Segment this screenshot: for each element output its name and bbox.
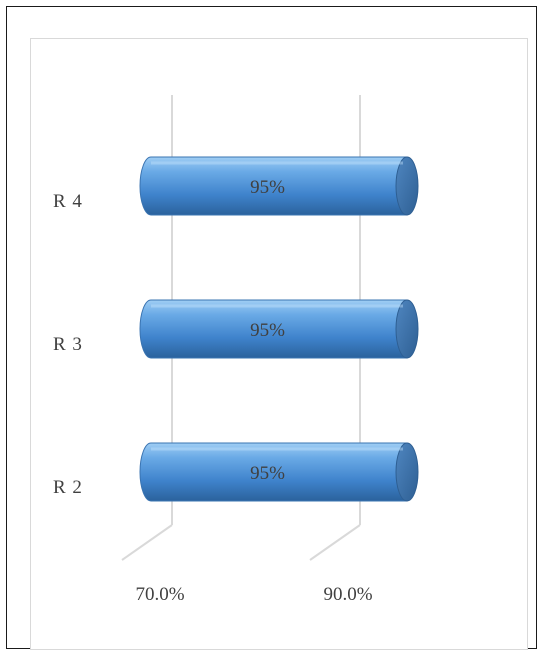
bar-body (139, 442, 408, 502)
data-label: 95% (250, 320, 285, 341)
bar-body (139, 156, 408, 216)
bar-body (139, 299, 408, 359)
category-label: R 4 (53, 191, 83, 212)
bar-end-cap (395, 299, 419, 359)
bar (139, 299, 419, 359)
data-label: 95% (250, 177, 285, 198)
x-tick-label: 70.0% (135, 584, 184, 605)
bar-end-cap (395, 156, 419, 216)
labels: 70.0% 90.0% 95% R 2 95% R 3 95% R 4 (53, 177, 373, 605)
bar (139, 156, 419, 216)
bars (139, 156, 419, 502)
bar (139, 442, 419, 502)
category-label: R 3 (53, 334, 83, 355)
gridline-floor (309, 524, 361, 561)
gridline-floor (121, 524, 173, 561)
data-label: 95% (250, 463, 285, 484)
bar-end-cap (395, 442, 419, 502)
x-tick-label: 90.0% (323, 584, 372, 605)
category-label: R 2 (53, 477, 83, 498)
